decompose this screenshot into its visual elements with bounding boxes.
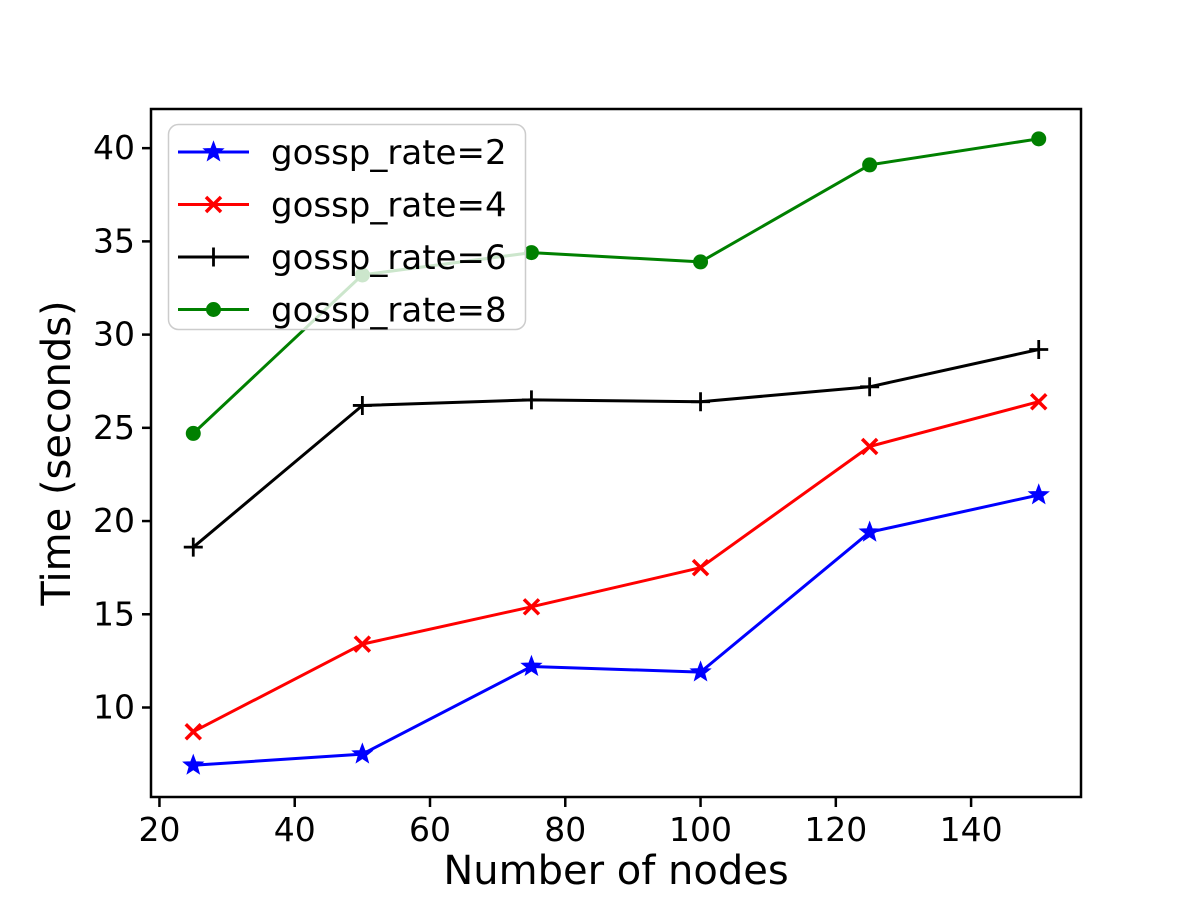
circle-marker [1031, 131, 1047, 147]
axes-frame [149, 107, 1083, 799]
circle-marker [185, 425, 201, 441]
legend-box [167, 123, 527, 331]
x-marker [691, 558, 710, 577]
x-marker [860, 437, 879, 456]
circle-marker [862, 157, 878, 173]
circle-marker [693, 254, 709, 270]
star-marker [689, 660, 712, 682]
y-axis: 10 15 20 25 30 35 40 Time (seconds) [34, 128, 150, 727]
legend-label: gossp_rate=2 [271, 133, 507, 173]
star-marker [182, 753, 205, 775]
x-tick-label: 20 [138, 810, 180, 849]
series-line [192, 348, 1040, 549]
legend-entry: gossp_rate=6 [178, 238, 507, 278]
x-marker [1029, 392, 1048, 411]
plus-marker [183, 537, 203, 557]
x-tick-label: 120 [804, 810, 867, 849]
legend-label: gossp_rate=8 [271, 291, 507, 331]
x-tick-label: 80 [544, 810, 586, 849]
y-tick-label: 40 [93, 128, 135, 167]
legend-label: gossp_rate=6 [271, 238, 507, 278]
x-marker [204, 195, 223, 214]
x-tick-label: 140 [940, 810, 1003, 849]
series-gossp-rate-4 [184, 392, 1048, 741]
circle-marker [523, 245, 539, 261]
star-marker [1027, 483, 1050, 505]
y-tick-label: 20 [93, 501, 135, 540]
plot-area [149, 107, 1083, 799]
y-tick-label: 25 [93, 408, 135, 447]
star-marker [520, 654, 543, 676]
legend-entry: gossp_rate=8 [178, 291, 507, 331]
series-line [193, 493, 1040, 767]
x-tick-label: 40 [274, 810, 316, 849]
legend: gossp_rate=2 gossp_rate=4 gossp_rate=6goss… [167, 123, 527, 331]
plus-marker [1029, 340, 1049, 360]
series-gossp-rate-6 [183, 340, 1049, 557]
plus-marker [521, 390, 541, 410]
plus-marker [691, 392, 711, 412]
x-tick-label: 60 [409, 810, 451, 849]
legend-entry: gossp_rate=2 [178, 133, 507, 173]
series-line [192, 400, 1040, 734]
x-axis-label: Number of nodes [443, 848, 788, 894]
y-tick-label: 35 [93, 221, 135, 260]
legend-entry: gossp_rate=4 [178, 186, 507, 226]
star-marker [858, 520, 881, 542]
x-marker [353, 635, 372, 653]
y-axis-label: Time (seconds) [34, 300, 80, 606]
x-tick-label: 100 [669, 810, 732, 849]
series-gossp-rate-2 [182, 483, 1050, 775]
x-marker [522, 598, 541, 616]
circle-marker [206, 302, 221, 317]
plus-marker [860, 377, 880, 397]
star-marker [351, 742, 374, 764]
x-axis: 20 40 60 80 100 120 140 Number of nodes [138, 798, 1003, 894]
y-tick-label: 30 [93, 315, 135, 354]
plus-marker [204, 247, 223, 267]
x-marker [184, 723, 203, 741]
legend-label: gossp_rate=4 [271, 186, 507, 226]
star-marker [202, 140, 225, 162]
plus-marker [352, 395, 372, 415]
y-tick-label: 15 [93, 594, 135, 633]
y-tick-label: 10 [93, 688, 135, 727]
